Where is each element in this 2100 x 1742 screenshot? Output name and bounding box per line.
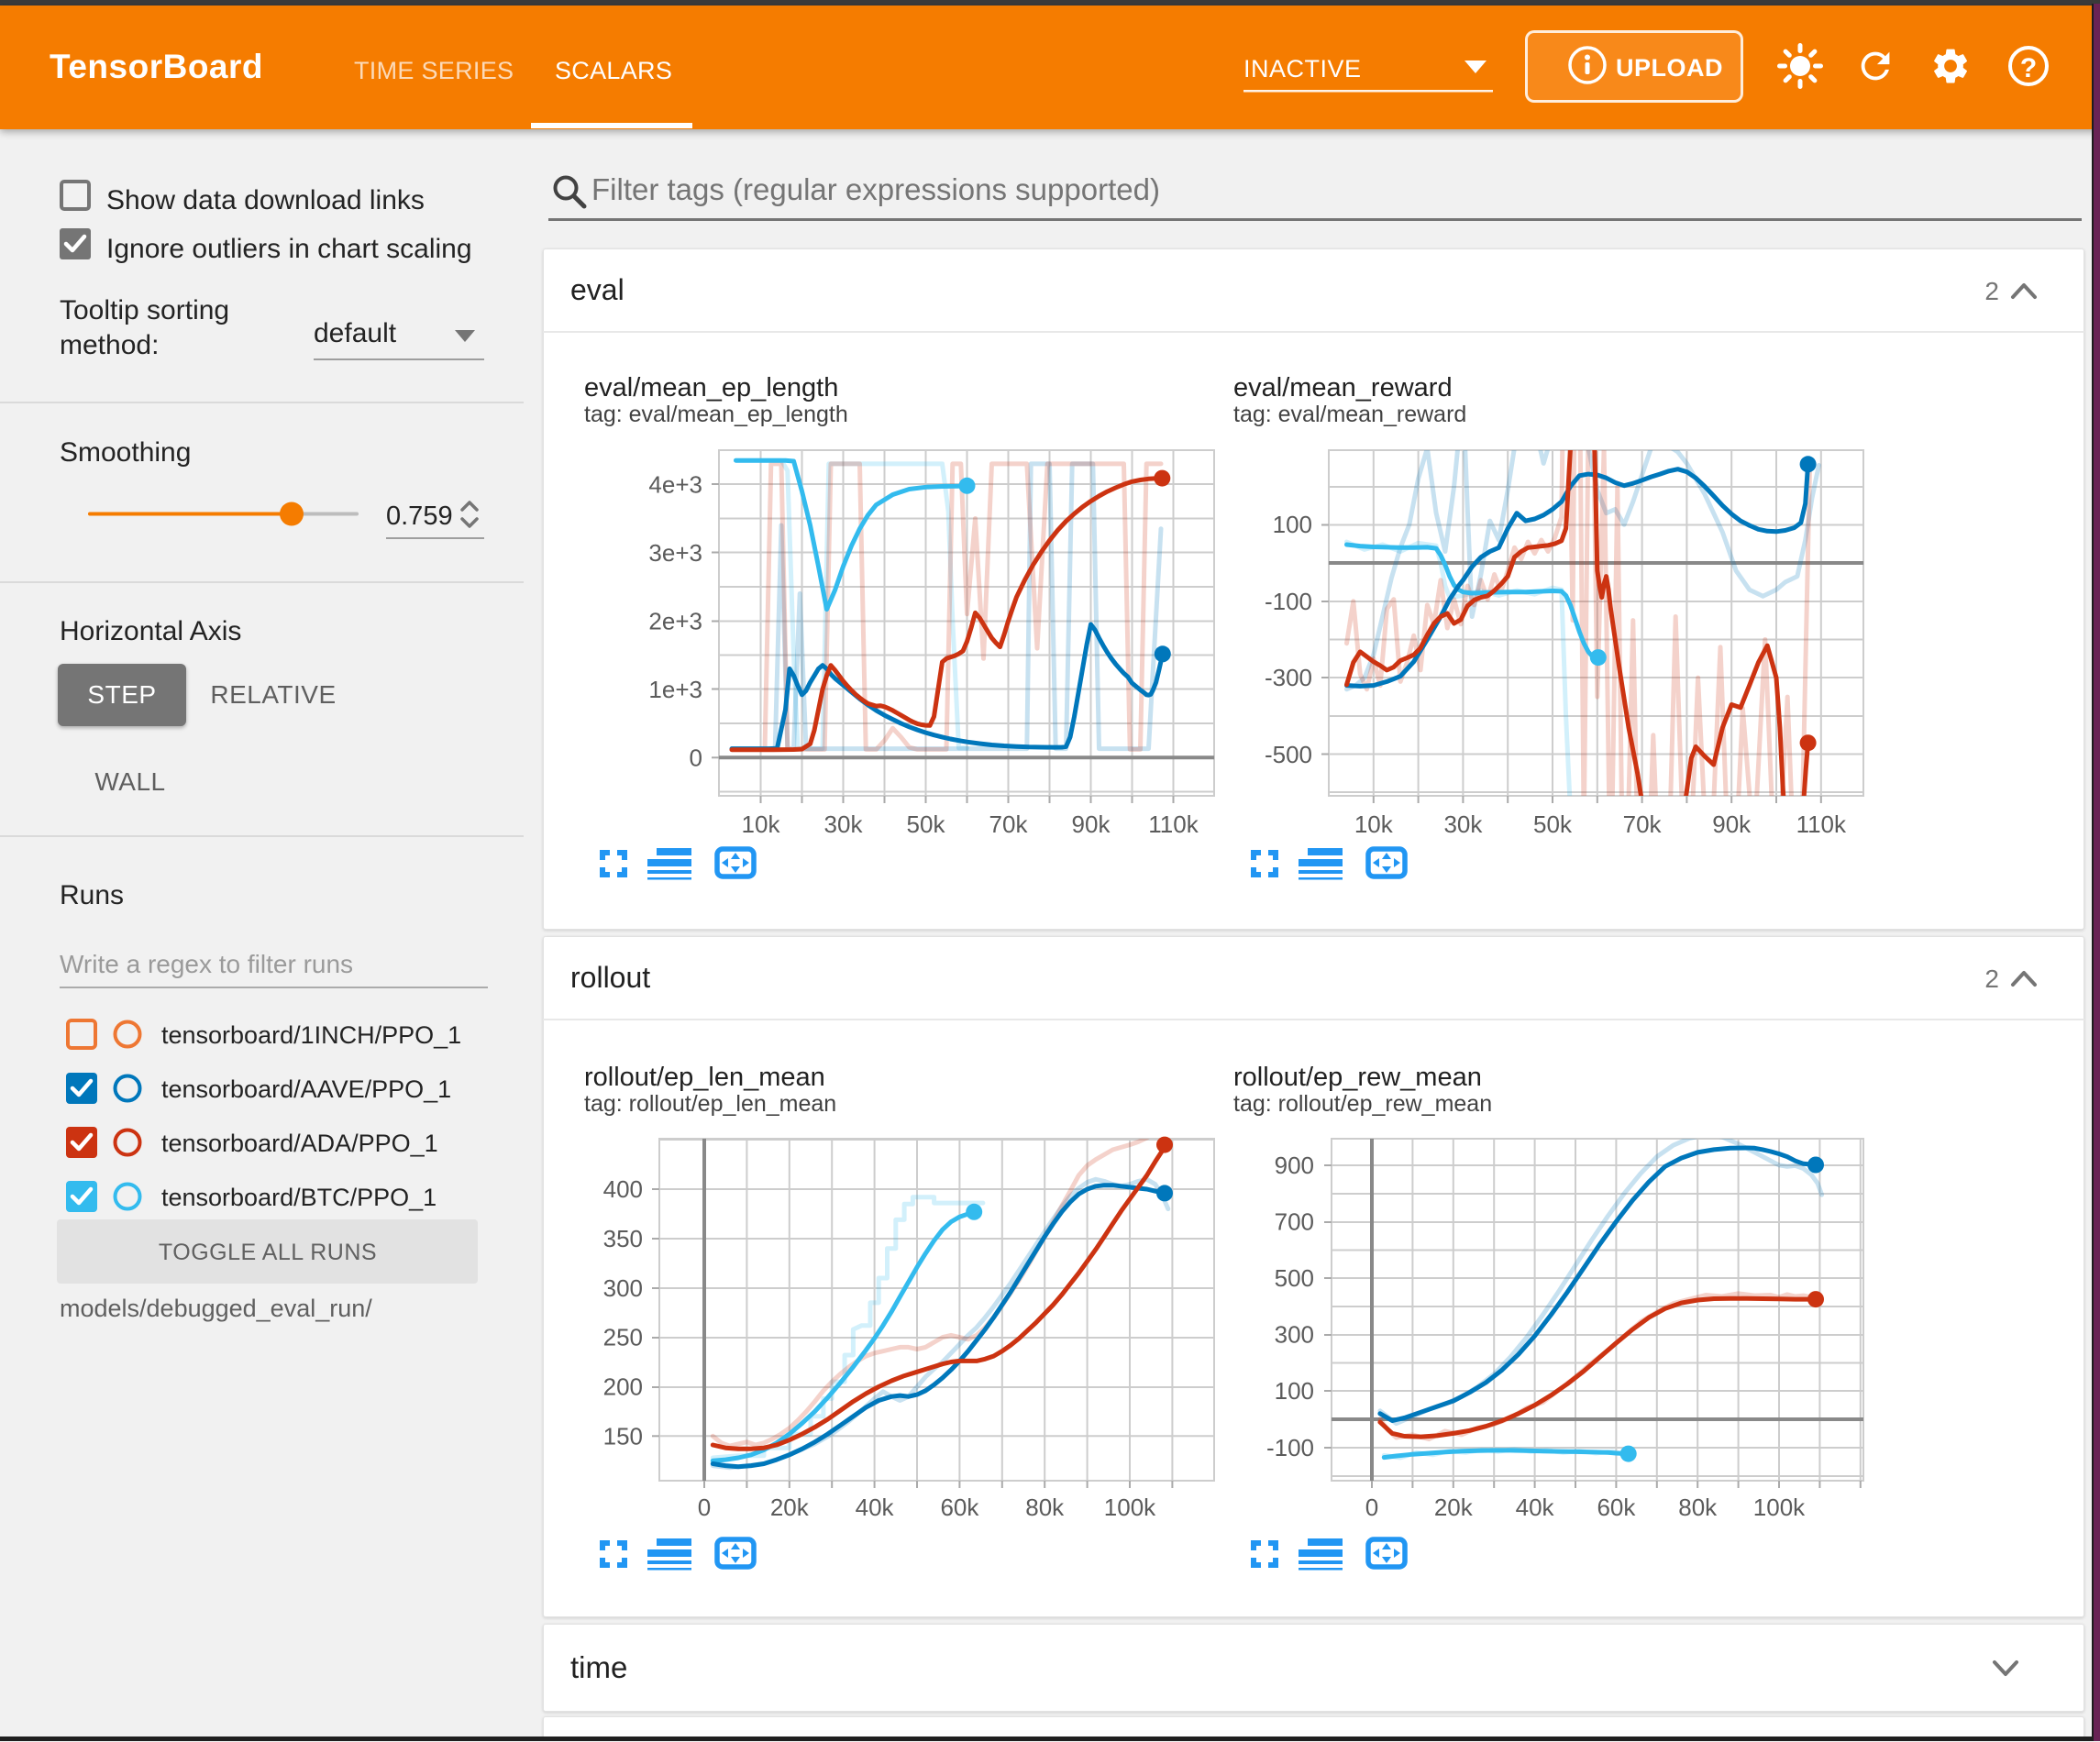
svg-text:?: ?	[2020, 53, 2037, 83]
